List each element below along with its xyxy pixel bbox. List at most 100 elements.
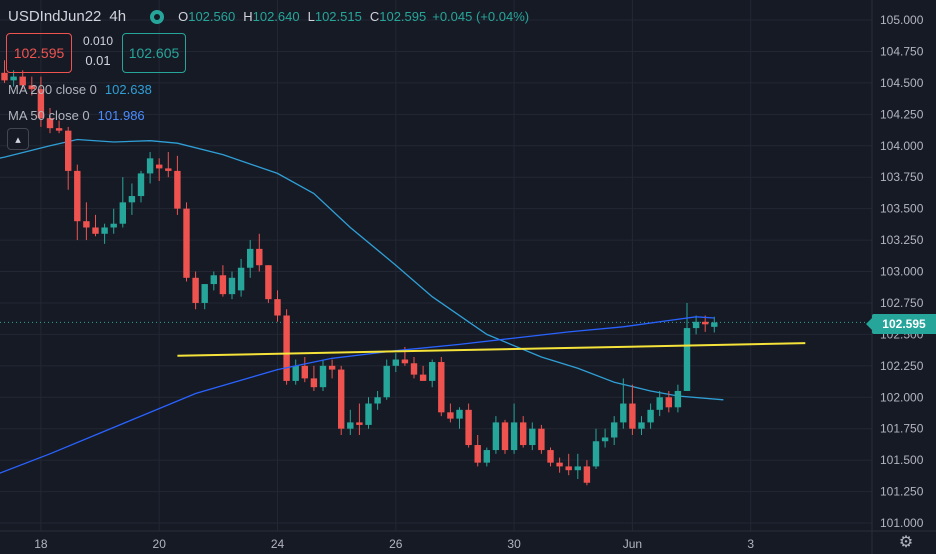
candle-body: [1, 72, 8, 81]
y-tick-label: 103.000: [880, 265, 924, 279]
open-value: 102.560: [188, 9, 236, 24]
candle-body: [92, 227, 99, 234]
buy-button[interactable]: 102.605: [122, 33, 186, 73]
candle-body: [165, 168, 172, 171]
symbol-name[interactable]: USDIndJun22: [8, 8, 102, 25]
candle-body: [383, 365, 390, 398]
candle: [110, 208, 117, 234]
candle-body: [74, 170, 81, 222]
spread-display: 0.010 0.01: [80, 34, 116, 68]
candle-body: [538, 428, 545, 451]
ma50-series: [0, 316, 715, 474]
candle: [237, 258, 245, 297]
candle: [65, 126, 72, 190]
candle-body: [19, 76, 26, 86]
candle-body: [283, 315, 290, 381]
trendline-layer[interactable]: [177, 342, 806, 357]
candle: [328, 359, 336, 379]
candle: [101, 223, 108, 244]
close-key: C: [369, 9, 380, 24]
candle: [456, 407, 463, 429]
candle-body: [711, 322, 718, 327]
ma50-line: [0, 316, 715, 474]
candle: [37, 76, 45, 127]
sell-button[interactable]: 102.595: [6, 33, 72, 73]
candle: [638, 416, 645, 435]
candle: [501, 419, 509, 454]
candle: [174, 155, 181, 215]
candle-body: [256, 248, 263, 266]
candle: [19, 70, 26, 90]
support-trendline: [177, 342, 806, 357]
candle: [438, 357, 445, 417]
candle: [592, 428, 600, 469]
candle-body: [347, 422, 354, 429]
candle: [338, 365, 345, 435]
candle-body: [65, 130, 72, 171]
timeframe-label[interactable]: 4h: [109, 8, 127, 25]
candle-body: [247, 248, 254, 268]
y-tick-label: 101.500: [880, 453, 924, 467]
candle: [183, 202, 190, 282]
candle: [192, 271, 199, 310]
candle-body: [101, 227, 108, 234]
market-status-icon: [150, 9, 165, 24]
candle: [529, 422, 536, 451]
candle: [583, 460, 591, 486]
ma50-legend[interactable]: MA 50 close 0 101.986: [8, 108, 145, 123]
candle: [74, 164, 81, 241]
candle-body: [419, 374, 427, 381]
candle-body: [274, 299, 281, 316]
candle-body: [547, 450, 554, 463]
chevron-up-icon[interactable]: ▴: [7, 128, 29, 150]
candle-body: [674, 390, 682, 408]
y-tick-label: 104.000: [880, 139, 924, 153]
candle-body: [483, 450, 490, 463]
candle-body: [128, 196, 136, 203]
open-key: O: [178, 9, 189, 24]
candle-body: [137, 173, 145, 197]
candle: [574, 453, 581, 479]
current-price-tag: 102.595: [866, 314, 936, 334]
y-tick-label: 103.500: [880, 202, 924, 216]
candle: [274, 290, 281, 322]
candlestick-series: [1, 60, 718, 486]
candle-body: [37, 89, 45, 119]
candle: [128, 183, 136, 215]
candle: [465, 403, 472, 448]
candle-body: [292, 365, 299, 381]
low-key: L: [307, 9, 315, 24]
candle: [265, 265, 272, 303]
gear-icon[interactable]: ⚙: [898, 534, 914, 551]
high-value: 102.640: [252, 9, 300, 24]
candle: [119, 177, 126, 228]
candle: [201, 284, 208, 310]
candle: [702, 315, 709, 332]
candle: [347, 409, 354, 435]
candle: [146, 152, 154, 184]
candle-body: [319, 365, 327, 388]
spread-top: 0.010: [82, 34, 114, 48]
candle-body: [392, 359, 399, 366]
candle-body: [474, 445, 481, 463]
x-tick-label: 24: [271, 537, 285, 551]
candle: [55, 120, 63, 134]
candle: [510, 403, 518, 454]
x-tick-label: 30: [507, 537, 521, 551]
candle-body: [365, 403, 372, 425]
candle-body: [556, 462, 563, 467]
candle: [647, 403, 654, 429]
candle-body: [611, 422, 618, 438]
candle: [365, 397, 372, 429]
candle-body: [328, 365, 336, 370]
candle: [83, 202, 90, 241]
candle: [565, 453, 572, 476]
high-key: H: [243, 9, 253, 24]
candle-body: [301, 365, 308, 379]
candle: [665, 390, 672, 413]
ma200-legend[interactable]: MA 200 close 0 102.638: [8, 82, 152, 97]
candle: [247, 240, 254, 278]
candle: [319, 359, 327, 391]
